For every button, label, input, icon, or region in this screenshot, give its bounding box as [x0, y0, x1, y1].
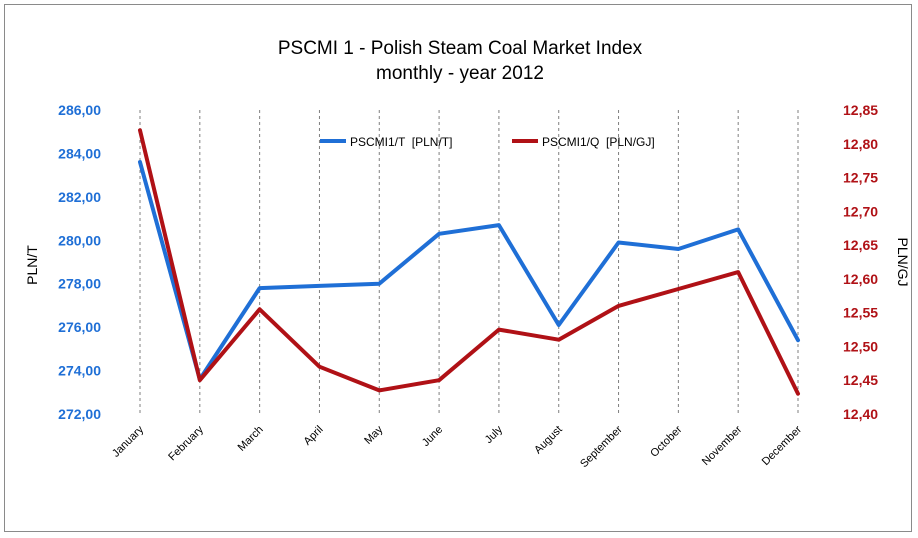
y-left-tick-label: 276,00: [58, 319, 101, 335]
x-tick-label: October: [648, 423, 684, 459]
y-left-axis-label: PLN/T: [24, 245, 40, 285]
series-line-2: [138, 128, 800, 396]
y-right-tick-label: 12,45: [843, 372, 878, 388]
x-tick-label: September: [578, 423, 625, 470]
legend: PSCMI1/T [PLN/T] PSCMI1/Q [PLN/GJ]: [320, 135, 655, 149]
x-tick-label: July: [483, 423, 506, 446]
series-lines: [138, 128, 800, 396]
y-right-tick-label: 12,65: [843, 237, 878, 253]
y-right-tick-label: 12,55: [843, 305, 878, 321]
x-tick-label: June: [420, 424, 445, 449]
y-left-tick-label: 282,00: [58, 189, 101, 205]
y-right-tick-label: 12,70: [843, 203, 878, 219]
y-right-tick-label: 12,60: [843, 271, 878, 287]
chart-title: PSCMI 1 - Polish Steam Coal Market Index: [278, 38, 643, 59]
x-tick-label: November: [700, 423, 745, 468]
legend-label-series-1: PSCMI1/T [PLN/T]: [350, 135, 452, 149]
y-right-tick-label: 12,85: [843, 102, 878, 118]
y-left-tick-label: 280,00: [58, 232, 101, 248]
x-tick-label: February: [166, 423, 206, 463]
y-left-tick-label: 278,00: [58, 276, 101, 292]
y-right-tick-label: 12,40: [843, 406, 878, 422]
x-tick-label: May: [362, 423, 386, 447]
y-right-axis-label: PLN/GJ: [895, 237, 911, 286]
legend-label-series-2: PSCMI1/Q [PLN/GJ]: [542, 135, 655, 149]
y-left-ticks: 272,00 274,00 276,00 278,00 280,00 282,00 284,…: [58, 102, 101, 422]
y-left-tick-label: 272,00: [58, 406, 101, 422]
grid-lines: [139, 110, 799, 414]
x-tick-label: April: [302, 424, 326, 448]
x-ticks: January February March April May June July Augu…: [110, 423, 804, 470]
y-left-tick-label: 284,00: [58, 145, 101, 161]
x-tick-label: August: [532, 424, 565, 457]
x-tick-label: January: [110, 423, 147, 460]
series-line-1: [138, 160, 800, 382]
x-tick-label: March: [236, 424, 266, 454]
chart-subtitle: monthly - year 2012: [376, 63, 544, 84]
y-right-tick-label: 12,50: [843, 338, 878, 354]
x-tick-label: December: [760, 423, 805, 468]
y-left-tick-label: 286,00: [58, 102, 101, 118]
y-right-tick-label: 12,80: [843, 136, 878, 152]
y-left-tick-label: 274,00: [58, 363, 101, 379]
y-right-tick-label: 12,75: [843, 170, 878, 186]
y-right-ticks: 12,40 12,45 12,50 12,55 12,60 12,65 12,70 12,75…: [843, 102, 878, 422]
